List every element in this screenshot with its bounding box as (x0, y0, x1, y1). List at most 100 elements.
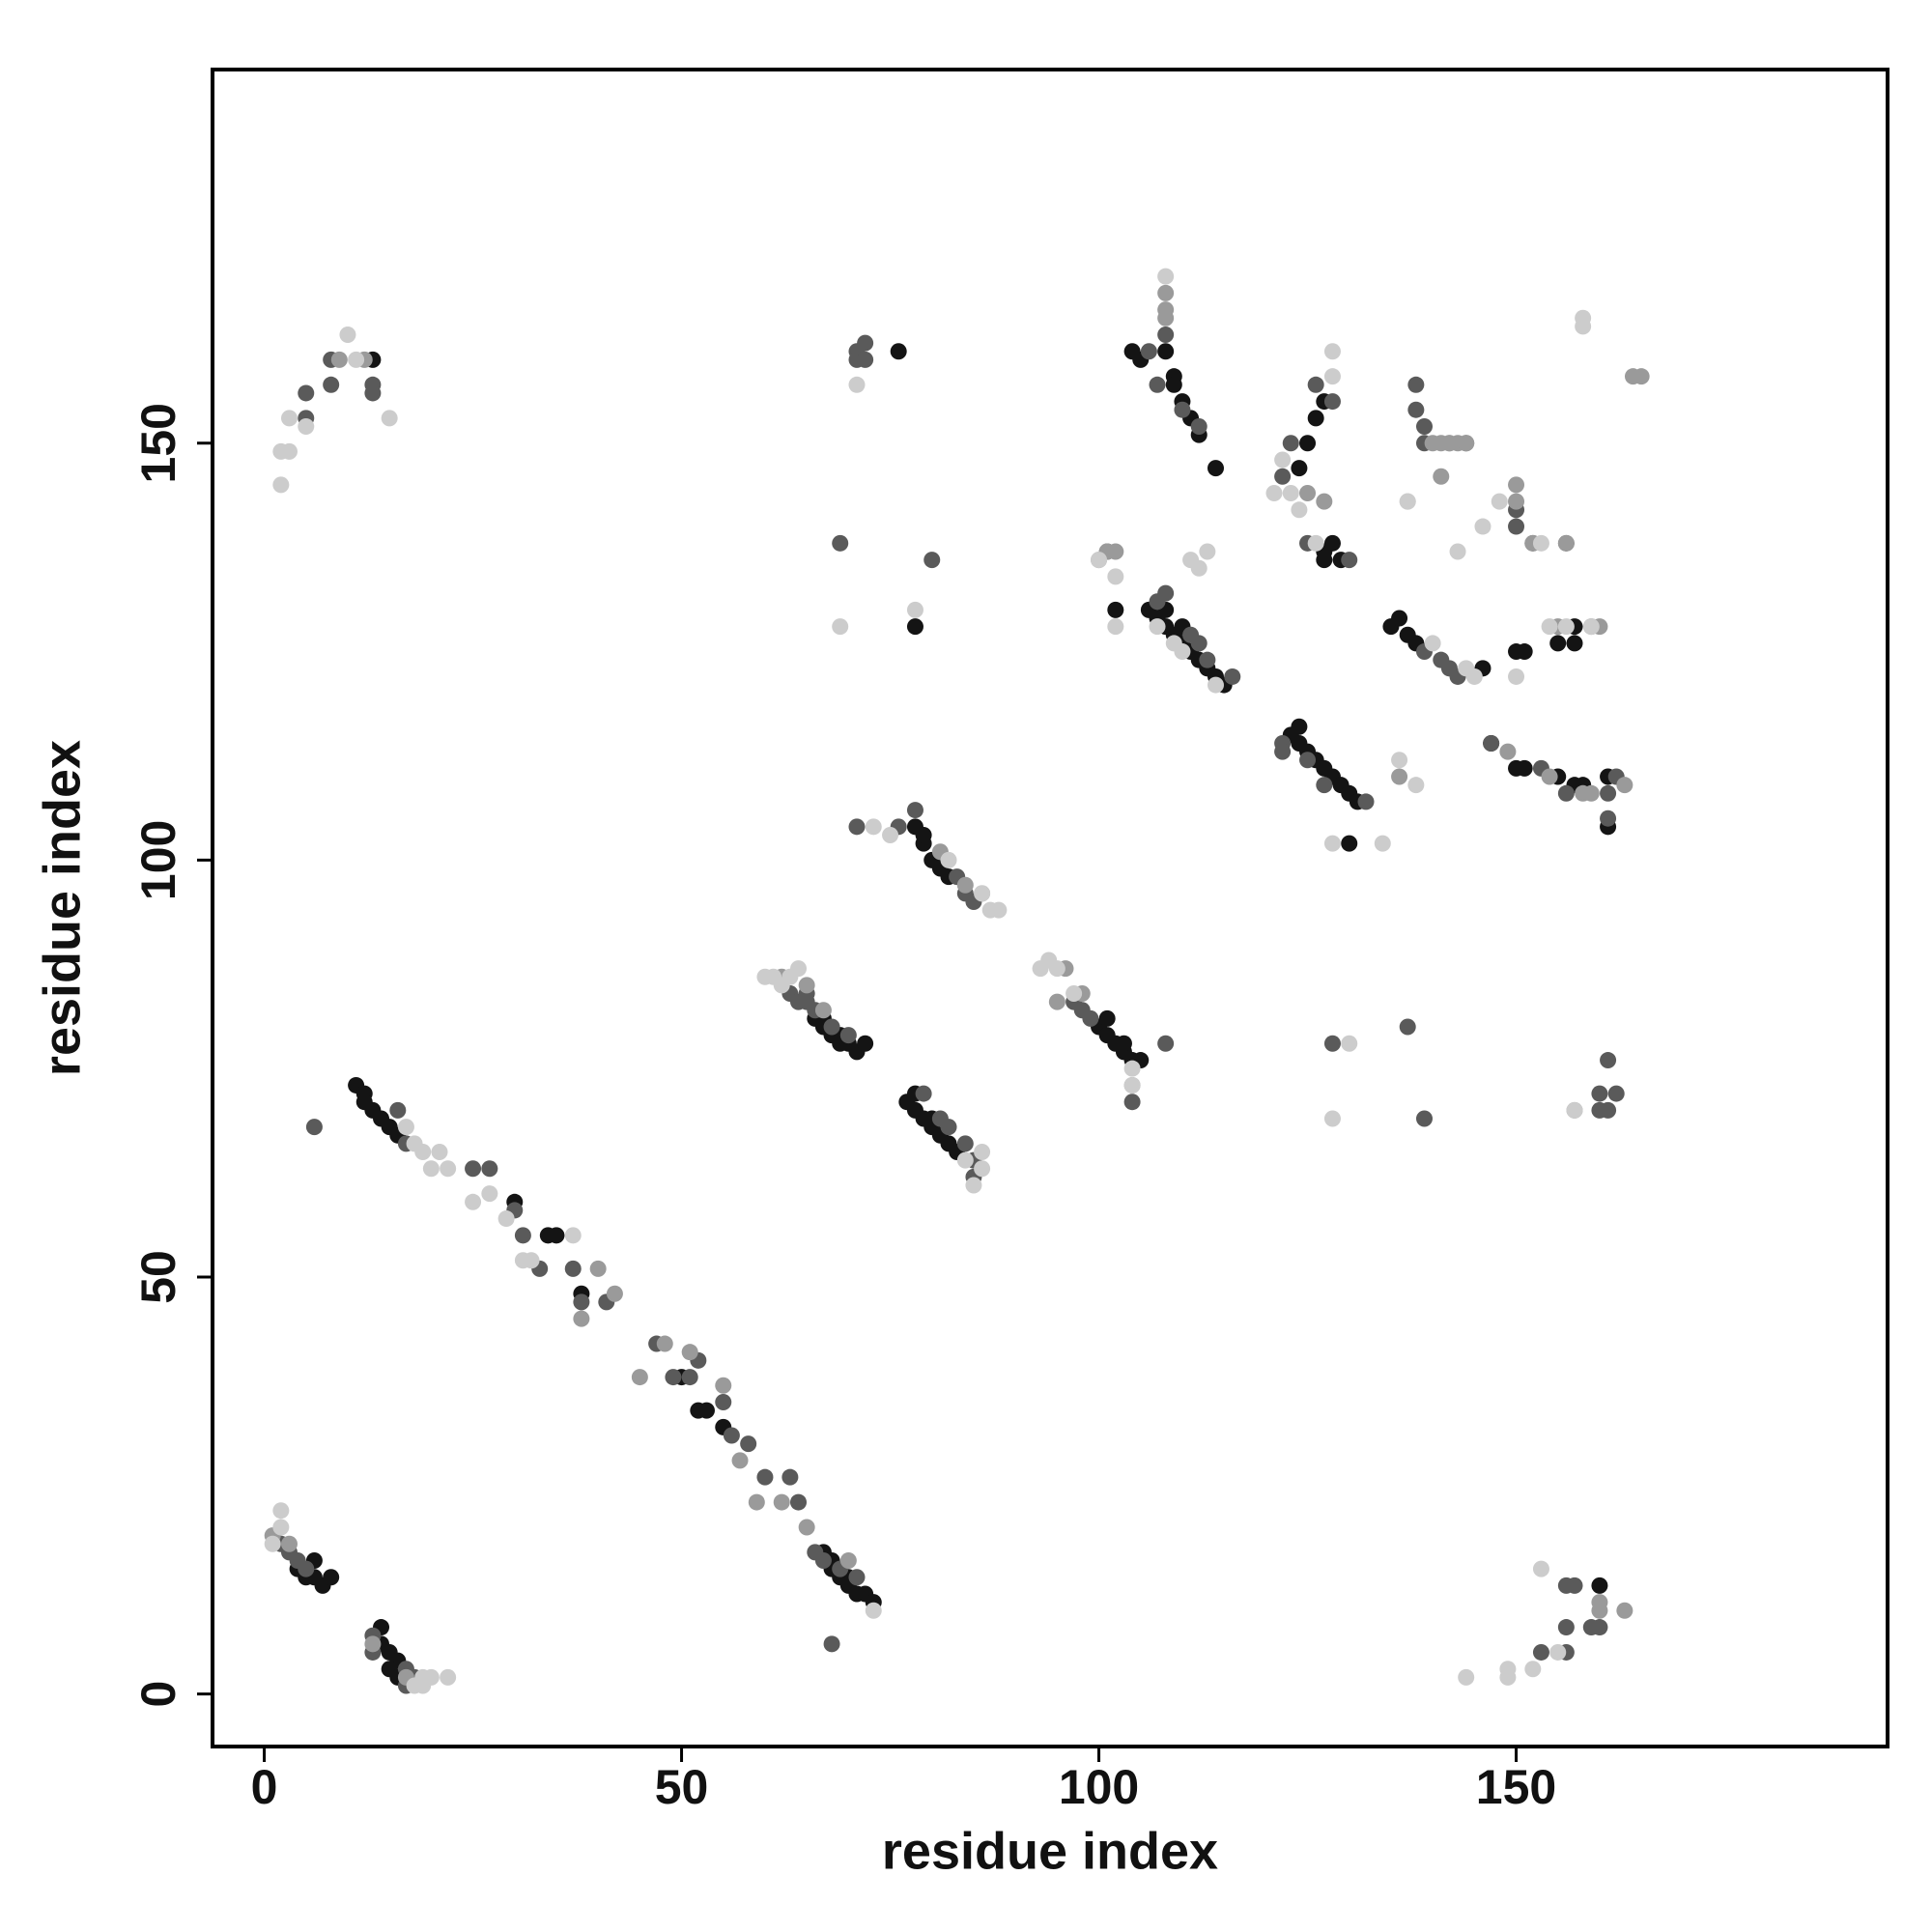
point (1541, 618, 1558, 636)
point (1532, 1643, 1549, 1661)
point (514, 1227, 531, 1244)
point (923, 552, 941, 569)
point (1499, 743, 1517, 760)
point (1433, 468, 1450, 485)
point (264, 1535, 281, 1552)
point (1123, 1060, 1141, 1077)
point (1474, 518, 1492, 535)
point (1557, 1577, 1575, 1594)
point (1465, 668, 1483, 685)
point (1190, 635, 1208, 652)
point (848, 376, 866, 393)
point (1107, 601, 1124, 618)
point (1532, 534, 1549, 552)
y-tick-label: 100 (131, 820, 185, 900)
point (731, 1452, 749, 1469)
point (1566, 1101, 1583, 1119)
point (1582, 618, 1600, 636)
y-tick-label: 50 (131, 1250, 185, 1304)
point (1516, 759, 1533, 777)
point (323, 376, 340, 393)
point (1341, 1035, 1358, 1052)
point (573, 1293, 590, 1311)
point (1107, 543, 1124, 560)
point (1449, 543, 1466, 560)
point (665, 1369, 682, 1386)
point (956, 1151, 974, 1169)
point (740, 1435, 757, 1453)
point (1157, 268, 1175, 285)
point (1357, 793, 1375, 810)
point (1265, 485, 1283, 502)
point (1065, 984, 1083, 1002)
point (1274, 451, 1292, 469)
point (814, 1551, 832, 1569)
point (1307, 534, 1324, 552)
point (1307, 376, 1324, 393)
point (848, 818, 866, 836)
point (272, 476, 290, 494)
point (414, 1668, 432, 1686)
point (564, 1260, 582, 1277)
point (1123, 1094, 1141, 1111)
point (715, 1393, 732, 1410)
point (1633, 368, 1650, 385)
point (1323, 343, 1341, 360)
point (790, 1493, 808, 1511)
point (823, 1635, 840, 1653)
point (1458, 435, 1475, 452)
point (364, 1635, 382, 1653)
point (1600, 1101, 1617, 1119)
x-tick-label: 50 (655, 1760, 709, 1814)
point (631, 1369, 648, 1386)
point (1591, 1619, 1608, 1636)
point (548, 1227, 565, 1244)
point (1299, 485, 1317, 502)
point (1458, 1668, 1475, 1686)
point (681, 1344, 698, 1361)
point (422, 1160, 440, 1178)
point (990, 901, 1008, 919)
point (1149, 618, 1166, 636)
point (1508, 518, 1525, 535)
point (974, 1144, 991, 1161)
point (1323, 393, 1341, 411)
point (857, 1035, 874, 1052)
point (906, 618, 923, 636)
point (298, 384, 315, 402)
point (839, 1027, 857, 1044)
point (906, 601, 923, 618)
point (1048, 993, 1065, 1010)
point (1199, 543, 1216, 560)
point (656, 1335, 673, 1352)
point (1391, 768, 1408, 785)
point (1415, 1110, 1433, 1127)
point (882, 826, 899, 843)
point (1157, 343, 1175, 360)
point (323, 1569, 340, 1586)
point (723, 1427, 740, 1444)
point (1157, 284, 1175, 301)
point (397, 1119, 414, 1136)
point (298, 417, 315, 435)
point (1440, 435, 1458, 452)
point (1391, 752, 1408, 769)
point (1291, 718, 1308, 735)
point (1224, 668, 1241, 685)
point (748, 1493, 765, 1511)
point (1274, 468, 1292, 485)
point (1532, 1560, 1549, 1577)
point (1091, 552, 1108, 569)
x-tick-label: 0 (251, 1760, 278, 1814)
point (965, 1177, 982, 1194)
point (1307, 410, 1324, 427)
point (1575, 318, 1592, 335)
point (589, 1260, 607, 1277)
point (832, 618, 849, 636)
point (681, 1369, 698, 1386)
point (839, 1551, 857, 1569)
point (915, 1085, 932, 1102)
point (1516, 643, 1533, 661)
point (1566, 635, 1583, 652)
